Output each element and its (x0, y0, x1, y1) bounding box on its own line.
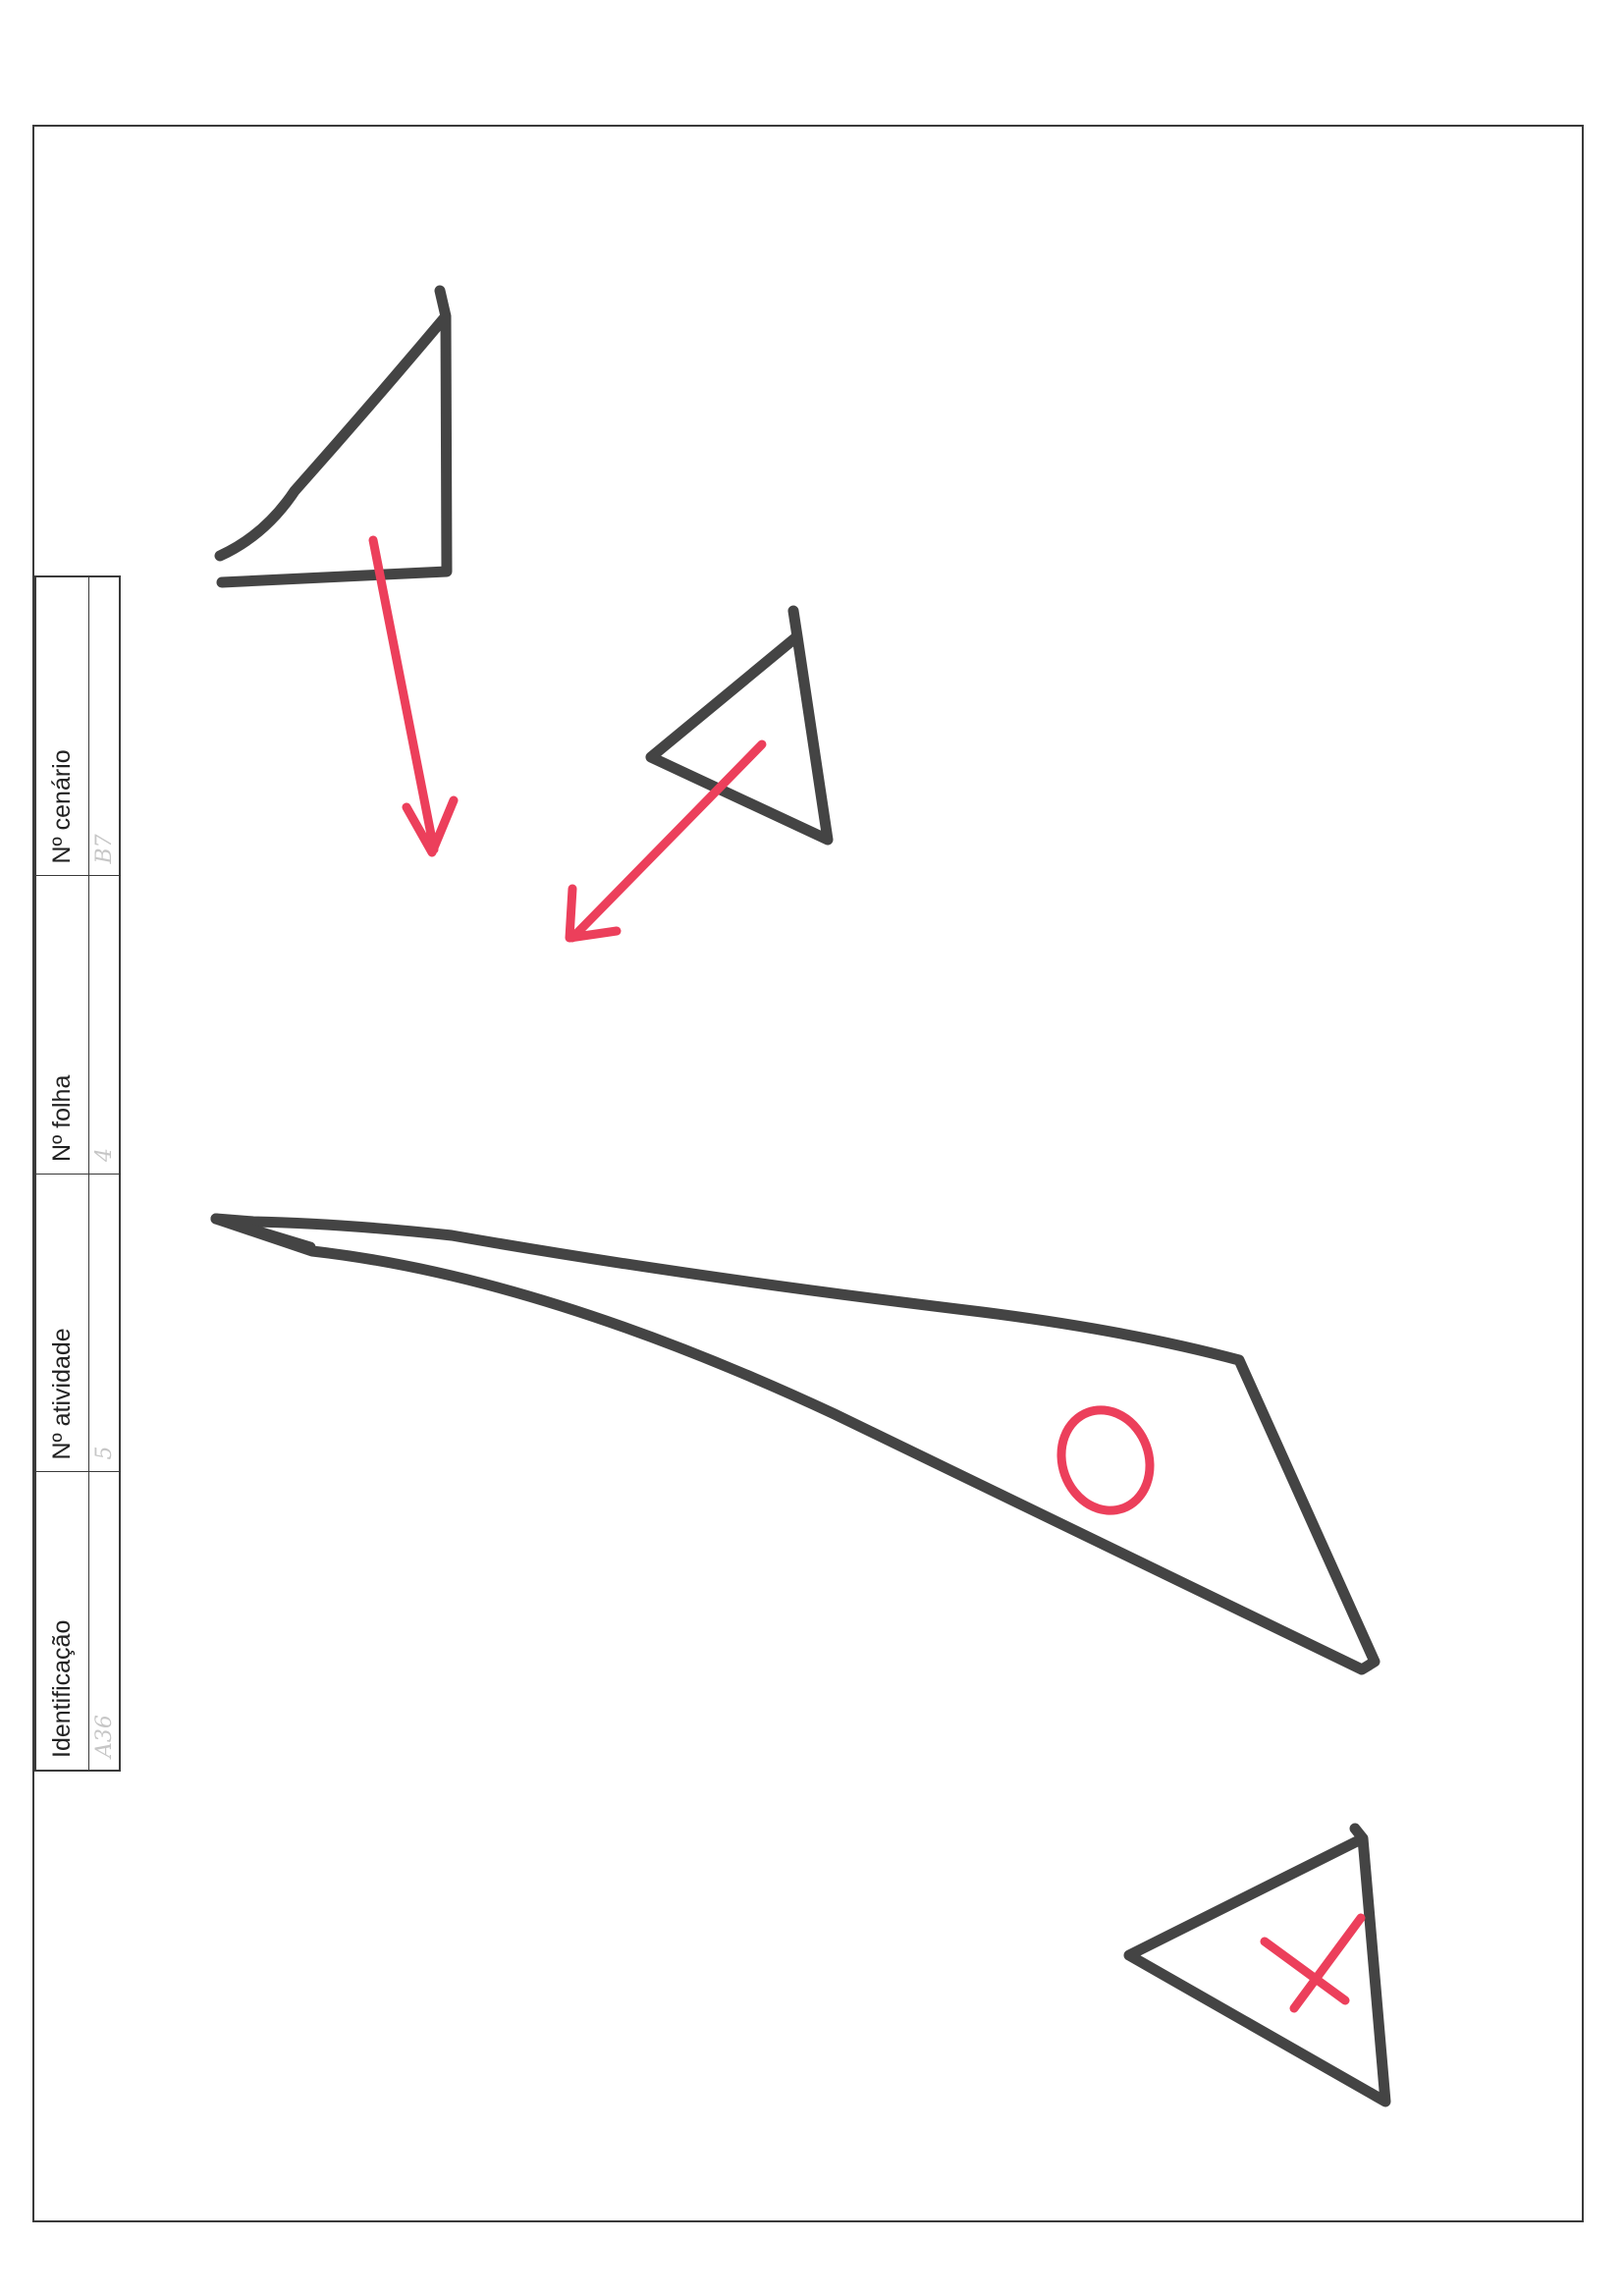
triangle-middle (645, 605, 834, 846)
triangle-top-left (214, 285, 453, 588)
triangle-bottom-right (1123, 1823, 1391, 2107)
page-frame (32, 125, 1584, 2222)
triangle-long-tip (210, 1213, 316, 1253)
x-mark (1260, 1913, 1366, 2013)
o-mark (1056, 1405, 1155, 1515)
arrow-down (368, 535, 459, 857)
triangle-long (210, 1213, 1380, 1675)
arrow-diagonal (565, 739, 767, 943)
